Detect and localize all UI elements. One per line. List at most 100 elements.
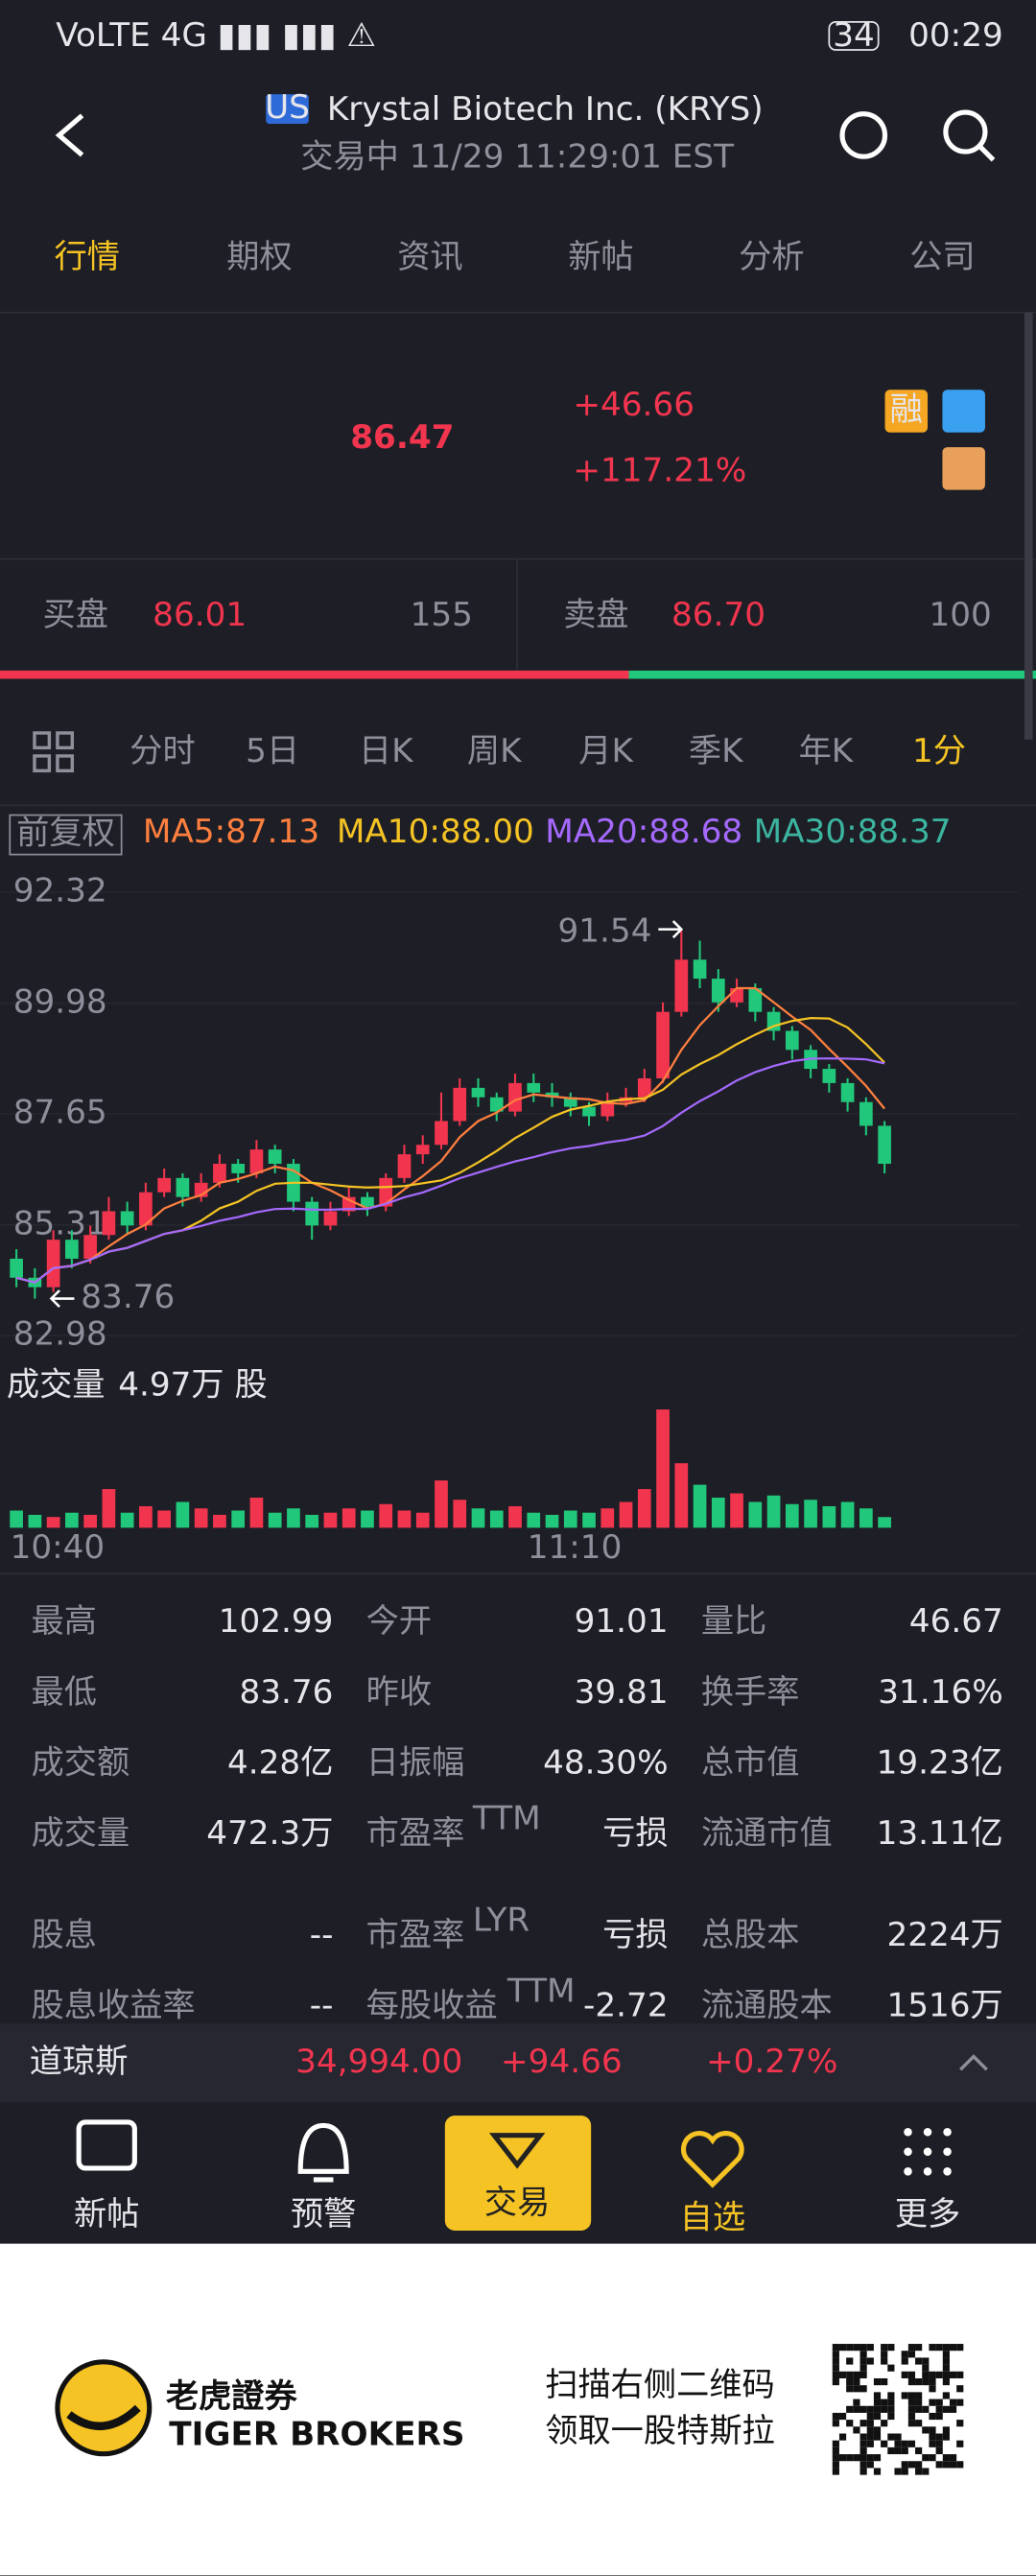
status-icons: VoLTE 4G ▮▮▮ ▮▮▮ ⚠ <box>56 16 376 55</box>
ma-line <box>15 1057 885 1284</box>
qr-cell <box>859 2364 867 2372</box>
qr-cell <box>901 2351 908 2358</box>
qr-cell <box>832 2412 839 2421</box>
volume-bar <box>582 1512 596 1528</box>
volume-bar <box>527 1512 541 1528</box>
qr-cell <box>866 2412 874 2421</box>
nav-item[interactable]: 更多 <box>895 2195 960 2233</box>
brand: 老虎證券 <box>166 2377 298 2416</box>
tab[interactable]: 新帖 <box>568 238 633 276</box>
expand-icon[interactable] <box>959 2054 988 2071</box>
candle-body <box>379 1177 393 1207</box>
chart-tab[interactable]: 5日 <box>246 732 299 770</box>
qr-cell <box>929 2385 936 2393</box>
volume-bar <box>637 1489 651 1528</box>
qr-cell <box>832 2344 839 2351</box>
stat-label: 总股本 <box>701 1916 800 1954</box>
volume-bar <box>600 1508 615 1528</box>
candle-body <box>545 1092 559 1098</box>
qr-cell <box>859 2357 867 2365</box>
chart-tab[interactable]: 月K <box>578 732 634 770</box>
refresh-button[interactable] <box>839 111 888 159</box>
grid-icon[interactable] <box>33 731 75 773</box>
chart-tab[interactable]: 周K <box>467 732 523 770</box>
volume-bar <box>674 1463 689 1528</box>
tab[interactable]: 公司 <box>909 238 975 276</box>
nav-item[interactable]: 新帖 <box>74 2195 139 2233</box>
qr-cell <box>929 2454 936 2462</box>
tab[interactable]: 分析 <box>739 238 804 276</box>
layer-icon[interactable] <box>942 447 985 490</box>
stat-label: 成交量 <box>32 1814 130 1853</box>
volume-bar <box>139 1505 153 1528</box>
search-button[interactable] <box>943 109 988 154</box>
ad-line: 扫描右侧二维码 <box>545 2366 775 2404</box>
trade-button[interactable] <box>444 2115 592 2231</box>
qr-cell <box>832 2364 839 2372</box>
qr-cell <box>838 2454 847 2462</box>
qr-cell <box>915 2405 923 2413</box>
nav-item[interactable]: 预警 <box>291 2195 356 2233</box>
volume-bar <box>287 1508 300 1528</box>
chart-tab[interactable]: 日K <box>359 732 414 770</box>
scrollbar <box>1024 312 1033 740</box>
ask-label: 卖盘 <box>563 596 628 634</box>
logo-stripe <box>66 2404 141 2430</box>
change-pct: +117.21% <box>573 451 746 489</box>
qr-code <box>832 2344 964 2475</box>
nav-item[interactable]: 交易 <box>484 2184 550 2222</box>
bid-size: 155 <box>411 596 473 634</box>
qr-cell <box>922 2377 930 2386</box>
volume-bar <box>785 1503 799 1528</box>
stat-value: 91.01 <box>575 1602 669 1641</box>
flash-icon[interactable] <box>942 390 985 433</box>
back-button[interactable] <box>55 113 84 157</box>
volume-bar <box>176 1501 190 1528</box>
qr-cell <box>907 2405 916 2413</box>
qr-cell <box>942 2357 950 2365</box>
candle-body <box>730 987 743 1003</box>
more-icon <box>904 2127 952 2176</box>
qr-cell <box>907 2344 916 2351</box>
battery: 34 <box>833 16 875 55</box>
stat-label: 今开 <box>366 1602 432 1641</box>
ask-size: 100 <box>929 596 991 634</box>
qr-cell <box>929 2440 936 2447</box>
index-bar[interactable] <box>0 2023 1036 2103</box>
qr-cell <box>894 2440 902 2447</box>
stat-label: 日振幅 <box>366 1743 465 1782</box>
candle-body <box>415 1145 430 1155</box>
candle-body <box>249 1149 264 1173</box>
tab[interactable]: 行情 <box>54 238 119 276</box>
candle-body <box>471 1087 485 1098</box>
adjust-box[interactable] <box>9 814 123 856</box>
qr-cell <box>866 2357 874 2365</box>
volume-bar <box>859 1508 873 1528</box>
qr-cell <box>832 2461 839 2469</box>
chart-tab[interactable]: 年K <box>799 732 855 770</box>
stat-sup: TTM <box>506 1972 576 2010</box>
qr-cell <box>915 2377 923 2386</box>
qr-cell <box>949 2454 957 2462</box>
trade-icon <box>488 2133 546 2169</box>
bid-price: 86.01 <box>153 596 247 634</box>
qr-cell <box>846 2454 854 2462</box>
qr-cell <box>894 2468 902 2475</box>
qr-cell <box>901 2446 908 2455</box>
chart-tab[interactable]: 1分 <box>912 732 966 770</box>
volume-bar <box>120 1512 134 1528</box>
qr-cell <box>935 2412 943 2421</box>
volume-bar <box>489 1510 504 1528</box>
chart-tab[interactable]: 季K <box>689 732 744 770</box>
tab[interactable]: 资讯 <box>397 238 462 276</box>
stat-value: 13.11亿 <box>877 1814 1003 1853</box>
volume-bar <box>157 1510 172 1528</box>
qr-cell <box>949 2371 957 2378</box>
chart-tab[interactable]: 分时 <box>130 732 195 770</box>
candle-body <box>693 959 707 980</box>
tab[interactable]: 期权 <box>226 238 292 276</box>
nav-item[interactable]: 自选 <box>680 2198 745 2236</box>
volume-title: 成交量 <box>7 1366 106 1405</box>
candle-body <box>10 1258 23 1278</box>
qr-cell <box>935 2405 943 2413</box>
